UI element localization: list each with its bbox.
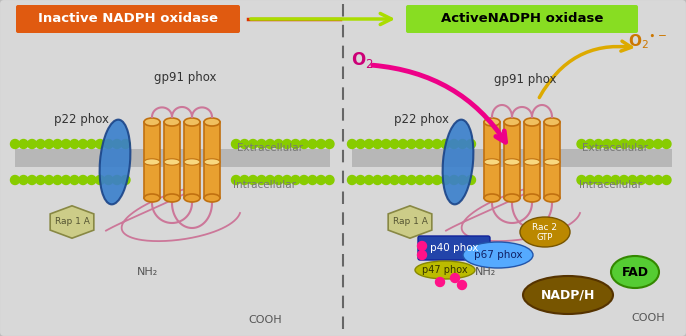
Ellipse shape [484, 159, 500, 165]
Polygon shape [388, 206, 431, 238]
Circle shape [585, 139, 595, 149]
Ellipse shape [520, 217, 570, 247]
Circle shape [240, 175, 249, 184]
Circle shape [594, 139, 603, 149]
Circle shape [416, 139, 425, 149]
Circle shape [240, 139, 249, 149]
Circle shape [637, 175, 646, 184]
Circle shape [121, 175, 130, 184]
FancyBboxPatch shape [418, 236, 490, 260]
Circle shape [424, 175, 433, 184]
Circle shape [291, 139, 300, 149]
Bar [352, 149, 672, 167]
Circle shape [308, 139, 317, 149]
Ellipse shape [544, 118, 560, 126]
Ellipse shape [524, 118, 540, 126]
Circle shape [449, 139, 458, 149]
Circle shape [399, 139, 407, 149]
Circle shape [637, 139, 646, 149]
Circle shape [291, 175, 300, 184]
Circle shape [325, 175, 334, 184]
Circle shape [36, 175, 45, 184]
Text: O$_2$$^{\bullet-}$: O$_2$$^{\bullet-}$ [628, 33, 667, 51]
Circle shape [602, 175, 611, 184]
Bar [144, 122, 160, 198]
Circle shape [113, 175, 121, 184]
Ellipse shape [144, 194, 160, 202]
Circle shape [70, 175, 79, 184]
Circle shape [274, 175, 283, 184]
Circle shape [390, 175, 399, 184]
Ellipse shape [184, 194, 200, 202]
Ellipse shape [504, 159, 520, 165]
Ellipse shape [184, 159, 200, 165]
Circle shape [418, 251, 427, 259]
Circle shape [407, 139, 416, 149]
Circle shape [316, 139, 325, 149]
Text: NADP/H: NADP/H [541, 289, 595, 301]
Text: ActiveNADPH oxidase: ActiveNADPH oxidase [441, 12, 603, 26]
Circle shape [458, 139, 467, 149]
Ellipse shape [144, 118, 160, 126]
Circle shape [95, 175, 104, 184]
Circle shape [418, 242, 427, 251]
Circle shape [585, 175, 595, 184]
Circle shape [602, 139, 611, 149]
Circle shape [283, 139, 292, 149]
Circle shape [594, 175, 603, 184]
Ellipse shape [204, 194, 220, 202]
Ellipse shape [544, 194, 560, 202]
Circle shape [466, 139, 475, 149]
Ellipse shape [204, 159, 220, 165]
Circle shape [45, 139, 54, 149]
Bar [164, 122, 180, 198]
Ellipse shape [504, 118, 520, 126]
Ellipse shape [415, 261, 475, 279]
Circle shape [274, 139, 283, 149]
Text: NH₂: NH₂ [137, 267, 158, 277]
Bar [184, 122, 200, 198]
Circle shape [399, 175, 407, 184]
Circle shape [19, 139, 28, 149]
Circle shape [432, 139, 442, 149]
Text: p47 phox: p47 phox [422, 265, 468, 275]
Bar [204, 122, 220, 198]
Circle shape [78, 175, 88, 184]
Circle shape [373, 139, 382, 149]
Circle shape [611, 175, 620, 184]
Bar [484, 122, 500, 198]
Circle shape [283, 175, 292, 184]
FancyBboxPatch shape [16, 5, 240, 33]
Circle shape [390, 139, 399, 149]
Text: p22 phox: p22 phox [54, 114, 110, 126]
Circle shape [381, 175, 390, 184]
Ellipse shape [611, 256, 659, 288]
Circle shape [265, 139, 274, 149]
Circle shape [62, 139, 71, 149]
Circle shape [300, 175, 309, 184]
Circle shape [381, 139, 390, 149]
Circle shape [121, 139, 130, 149]
Circle shape [458, 175, 467, 184]
Circle shape [87, 139, 96, 149]
Ellipse shape [184, 118, 200, 126]
Bar [504, 122, 520, 198]
Circle shape [27, 175, 36, 184]
Ellipse shape [544, 159, 560, 165]
Circle shape [628, 175, 637, 184]
Circle shape [364, 139, 373, 149]
Text: Rap 1 A: Rap 1 A [392, 217, 427, 226]
Circle shape [662, 175, 671, 184]
Circle shape [449, 175, 458, 184]
Circle shape [231, 175, 241, 184]
Circle shape [10, 139, 19, 149]
Circle shape [432, 175, 442, 184]
Circle shape [248, 175, 257, 184]
Ellipse shape [463, 242, 533, 268]
Ellipse shape [524, 159, 540, 165]
Bar [15, 149, 330, 167]
Circle shape [231, 139, 241, 149]
Text: GTP: GTP [537, 233, 553, 242]
Circle shape [441, 175, 450, 184]
